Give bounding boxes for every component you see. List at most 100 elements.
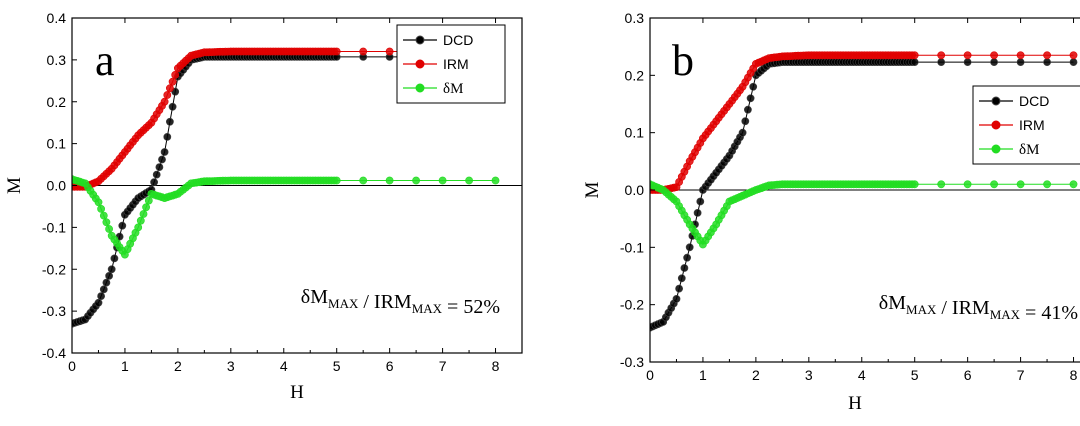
data-point	[1069, 180, 1078, 189]
data-point	[94, 298, 103, 307]
legend-label: DCD	[1019, 93, 1049, 109]
legend-marker	[991, 96, 1001, 106]
data-point	[168, 102, 177, 111]
x-tick-label: 8	[492, 358, 500, 374]
series-line-2	[72, 178, 496, 256]
x-tick-label: 6	[386, 358, 394, 374]
data-point	[144, 196, 153, 205]
data-point	[963, 180, 972, 189]
data-point	[1043, 51, 1051, 60]
panel-letter: b	[672, 36, 694, 85]
data-point	[910, 51, 919, 60]
data-point	[741, 117, 750, 126]
legend-label: δM	[443, 81, 463, 97]
data-point	[749, 82, 758, 91]
data-point	[102, 218, 111, 227]
data-point	[990, 180, 998, 189]
data-point	[160, 97, 169, 106]
series-line-2	[650, 183, 1074, 246]
y-axis-label: M	[4, 177, 25, 194]
x-tick-label: 1	[699, 367, 707, 383]
data-point	[385, 47, 394, 56]
data-point	[910, 180, 919, 189]
x-tick-label: 7	[439, 358, 447, 374]
legend-label: IRM	[1019, 117, 1045, 133]
data-point	[491, 176, 500, 185]
ratio-annotation: δMMAX / IRMMAX = 52%	[301, 286, 500, 318]
legend: DCD IRM δM	[972, 85, 1080, 165]
x-tick-label: 2	[174, 358, 182, 374]
legend-marker	[991, 120, 1001, 130]
data-point	[680, 264, 689, 272]
data-point	[152, 170, 161, 179]
data-point	[136, 216, 145, 225]
data-point	[165, 117, 174, 126]
data-point	[160, 148, 169, 156]
legend-label: DCD	[443, 32, 473, 48]
x-axis-label: H	[848, 393, 862, 414]
data-point	[1016, 180, 1025, 189]
data-point	[150, 178, 158, 187]
data-point	[937, 51, 946, 60]
data-point	[97, 204, 105, 213]
panel-letter: a	[95, 36, 115, 85]
data-point	[696, 197, 705, 206]
y-tick-label: 0.0	[47, 178, 67, 194]
data-point	[685, 243, 694, 252]
x-tick-label: 7	[1017, 367, 1025, 383]
x-tick-label: 4	[858, 367, 866, 383]
legend-marker	[991, 144, 1001, 154]
data-point	[139, 210, 148, 218]
data-point	[163, 91, 172, 99]
data-point	[1069, 58, 1078, 66]
data-point	[385, 176, 394, 185]
data-point	[165, 84, 174, 93]
data-point	[963, 58, 972, 66]
legend: DCD IRM δM	[396, 24, 506, 104]
legend-label: δM	[1019, 142, 1039, 158]
legend-label: IRM	[443, 56, 469, 72]
y-tick-label: 0.2	[47, 94, 67, 110]
data-point	[465, 176, 473, 185]
data-point	[746, 94, 755, 103]
panel-a: 0 1 2 3 4 5 6 7 8 -0.4 -0.3 -0.2 -0.1 0.0 0.1 0.2 0.3 0.4…	[4, 10, 523, 403]
y-tick-label: -0.4	[42, 345, 66, 361]
x-tick-label: 2	[752, 367, 760, 383]
data-point	[1043, 180, 1051, 189]
y-tick-label: -0.1	[42, 219, 66, 235]
data-point	[937, 58, 946, 66]
x-tick-label: 1	[121, 358, 129, 374]
data-point	[110, 254, 119, 263]
legend-marker	[415, 59, 425, 69]
x-tick-label: 6	[964, 367, 972, 383]
y-tick-label: 0.1	[625, 125, 645, 141]
data-point	[332, 176, 341, 185]
data-point	[155, 163, 164, 171]
data-point	[1043, 58, 1051, 66]
y-tick-label: 0.1	[47, 136, 67, 152]
x-tick-label: 4	[280, 358, 288, 374]
y-tick-label: 0.3	[625, 10, 645, 26]
data-point	[99, 285, 108, 294]
data-point	[677, 274, 686, 283]
data-point	[744, 105, 752, 114]
data-point	[963, 51, 972, 60]
data-point	[97, 292, 105, 300]
ratio-annotation: δMMAX / IRMMAX = 41%	[879, 292, 1078, 324]
data-point	[937, 180, 946, 189]
data-point	[438, 176, 447, 185]
data-point	[683, 253, 691, 262]
data-point	[910, 58, 919, 66]
data-point	[693, 208, 702, 217]
y-tick-label: 0.0	[625, 182, 645, 198]
y-tick-label: 0.3	[47, 52, 67, 68]
data-point	[990, 58, 998, 66]
data-point	[990, 51, 998, 60]
y-tick-label: 0.2	[625, 67, 645, 83]
data-point	[332, 47, 341, 56]
x-axis-label: H	[290, 382, 304, 403]
x-tick-label: 3	[805, 367, 813, 383]
data-point	[171, 71, 180, 79]
data-point	[163, 132, 172, 141]
